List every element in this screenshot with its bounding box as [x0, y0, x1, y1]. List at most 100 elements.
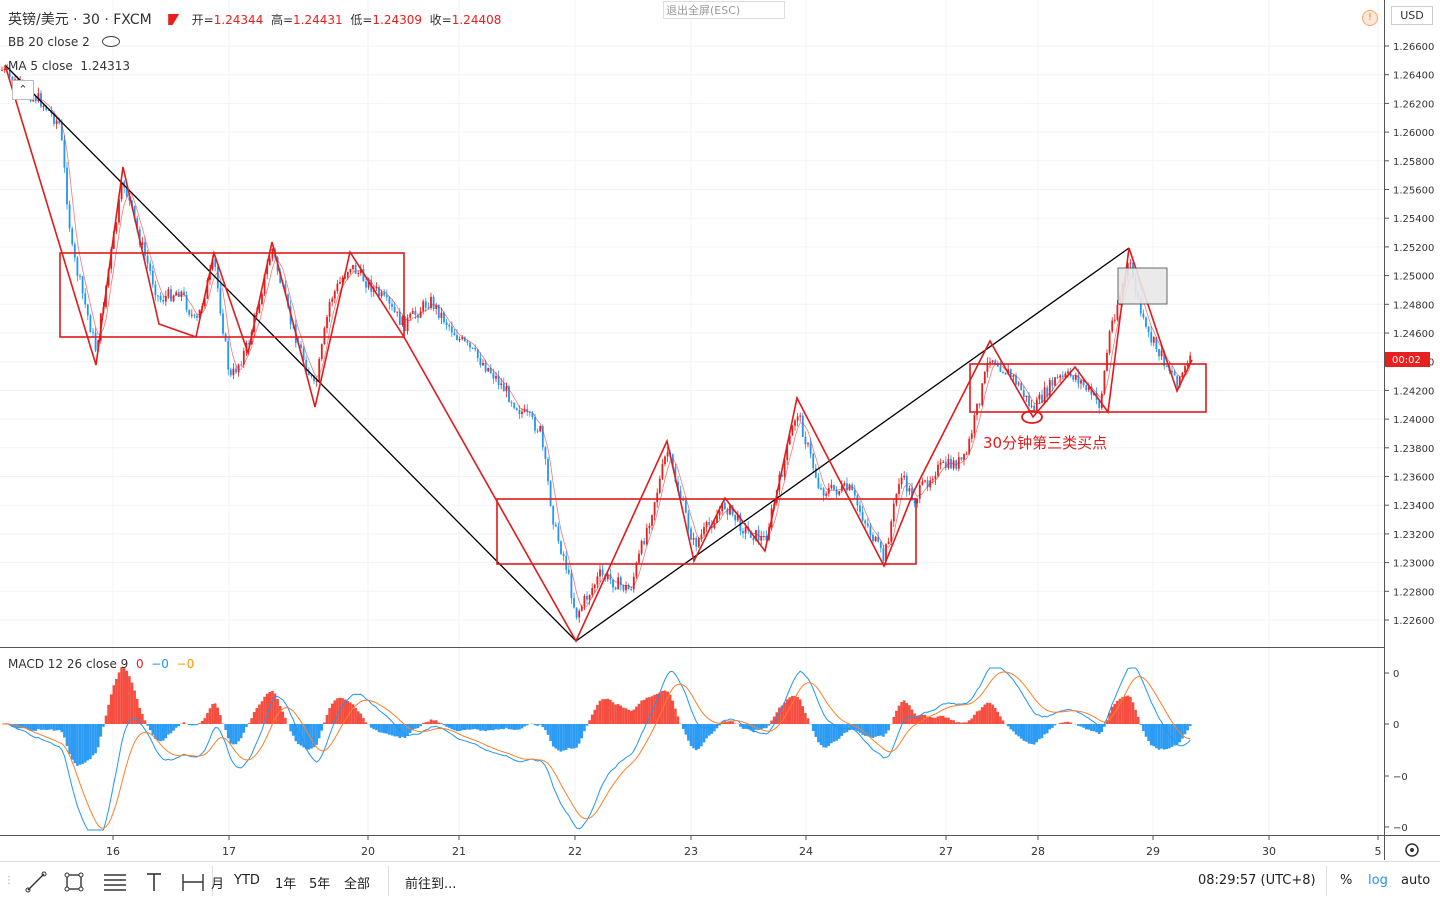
macd-bar: [94, 724, 97, 753]
candle: [706, 520, 708, 532]
auto-toggle[interactable]: auto: [1401, 873, 1430, 888]
range-month[interactable]: 月: [211, 873, 224, 892]
candle: [971, 430, 973, 443]
candle: [92, 328, 94, 337]
price-axis: 1.266001.264001.262001.260001.258001.256…: [1384, 42, 1434, 627]
candle: [597, 572, 599, 588]
candle: [524, 405, 526, 413]
log-toggle[interactable]: log: [1368, 873, 1388, 888]
exit-fullscreen-button[interactable]: 退出全屏(ESC): [663, 1, 785, 19]
macd-bar: [542, 724, 545, 727]
fib-icon[interactable]: [96, 865, 130, 897]
candle: [539, 425, 541, 432]
macd-bar: [523, 724, 526, 727]
candle: [1026, 396, 1028, 402]
macd-bar: [799, 699, 802, 724]
macd-bar: [495, 724, 498, 729]
eye-hidden-icon[interactable]: [102, 36, 120, 47]
clock-timezone[interactable]: 08:29:57 (UTC+8): [1198, 873, 1316, 888]
rectangle-icon[interactable]: [56, 865, 90, 897]
macd-bar: [516, 724, 519, 730]
candle: [334, 290, 336, 304]
macd-bar: [448, 724, 451, 728]
range-5y[interactable]: 5年: [309, 873, 330, 892]
price-tick-label: 1.25400: [1393, 214, 1434, 225]
candle: [547, 457, 549, 486]
drag-handle-icon[interactable]: ⋮: [4, 875, 14, 886]
macd-bar: [464, 724, 467, 730]
candle: [454, 329, 456, 335]
macd-bar: [154, 724, 157, 739]
bar-type-icon[interactable]: [168, 14, 179, 25]
macd-bar: [568, 724, 571, 748]
macd-bar: [861, 724, 864, 735]
macd-bar: [565, 724, 568, 750]
currency-button[interactable]: USD: [1391, 6, 1433, 25]
candle: [903, 471, 905, 480]
bb-legend[interactable]: BB 20 close 2: [8, 35, 120, 49]
trend-line-icon[interactable]: [18, 865, 52, 897]
goto-date-button[interactable]: 前往到...: [405, 873, 456, 892]
macd-bar: [440, 723, 443, 724]
macd-bar: [230, 724, 233, 744]
macd-bar: [266, 694, 269, 724]
candle: [191, 309, 193, 318]
macd-histogram: [3, 667, 1191, 766]
candle: [576, 607, 578, 619]
macd-bar: [898, 706, 901, 724]
candle: [633, 573, 635, 593]
macd-bar: [362, 718, 365, 724]
macd-bar: [887, 724, 890, 730]
macd-bar: [219, 715, 222, 724]
date-tick-label: 17: [222, 845, 236, 858]
collapse-legend-button[interactable]: ⌃: [12, 80, 34, 100]
candle: [84, 288, 86, 308]
macd-tick-label: −0: [1393, 772, 1408, 783]
candle: [155, 281, 157, 301]
macd-bar: [945, 718, 948, 724]
measure-icon[interactable]: [174, 865, 208, 897]
candle: [940, 458, 942, 469]
gear-icon[interactable]: [1406, 844, 1418, 856]
candle: [966, 451, 968, 455]
price-tick-label: 1.25600: [1393, 186, 1434, 197]
candle: [654, 502, 656, 521]
candle: [919, 480, 921, 503]
candle: [922, 478, 924, 486]
macd-bar: [690, 724, 693, 746]
candle: [799, 413, 801, 422]
candle: [646, 524, 648, 546]
candle: [638, 550, 640, 564]
text-icon[interactable]: [136, 865, 170, 897]
date-tick-label: 16: [106, 845, 120, 858]
macd-bar: [152, 724, 155, 735]
range-ytd[interactable]: YTD: [234, 873, 260, 888]
macd-bar: [458, 724, 461, 731]
range-all[interactable]: 全部: [344, 873, 370, 892]
percent-toggle[interactable]: %: [1340, 873, 1352, 888]
alert-icon[interactable]: !: [1362, 10, 1378, 26]
macd-bar: [796, 697, 799, 724]
range-1y[interactable]: 1年: [275, 873, 296, 892]
macd-bar: [625, 708, 628, 724]
macd-bar: [950, 720, 953, 724]
macd-bar: [58, 724, 61, 730]
candle: [1109, 330, 1111, 355]
candle: [407, 314, 409, 334]
candle: [1002, 371, 1004, 374]
macd-bar: [825, 724, 828, 748]
macd-bar: [965, 722, 968, 724]
macd-bar: [206, 713, 209, 724]
candle: [513, 402, 515, 409]
ma-legend[interactable]: MA 5 close 1.24313: [8, 59, 130, 73]
candle: [1150, 326, 1152, 346]
candle: [818, 473, 820, 489]
candle: [1143, 310, 1145, 320]
macd-bar: [674, 709, 677, 724]
date-tick-label: 5: [1375, 845, 1382, 858]
candle: [979, 403, 981, 409]
candle: [1005, 372, 1007, 374]
macd-bar: [357, 711, 360, 724]
macd-legend[interactable]: MACD 12 26 close 9 0 −0 −0: [8, 657, 194, 671]
